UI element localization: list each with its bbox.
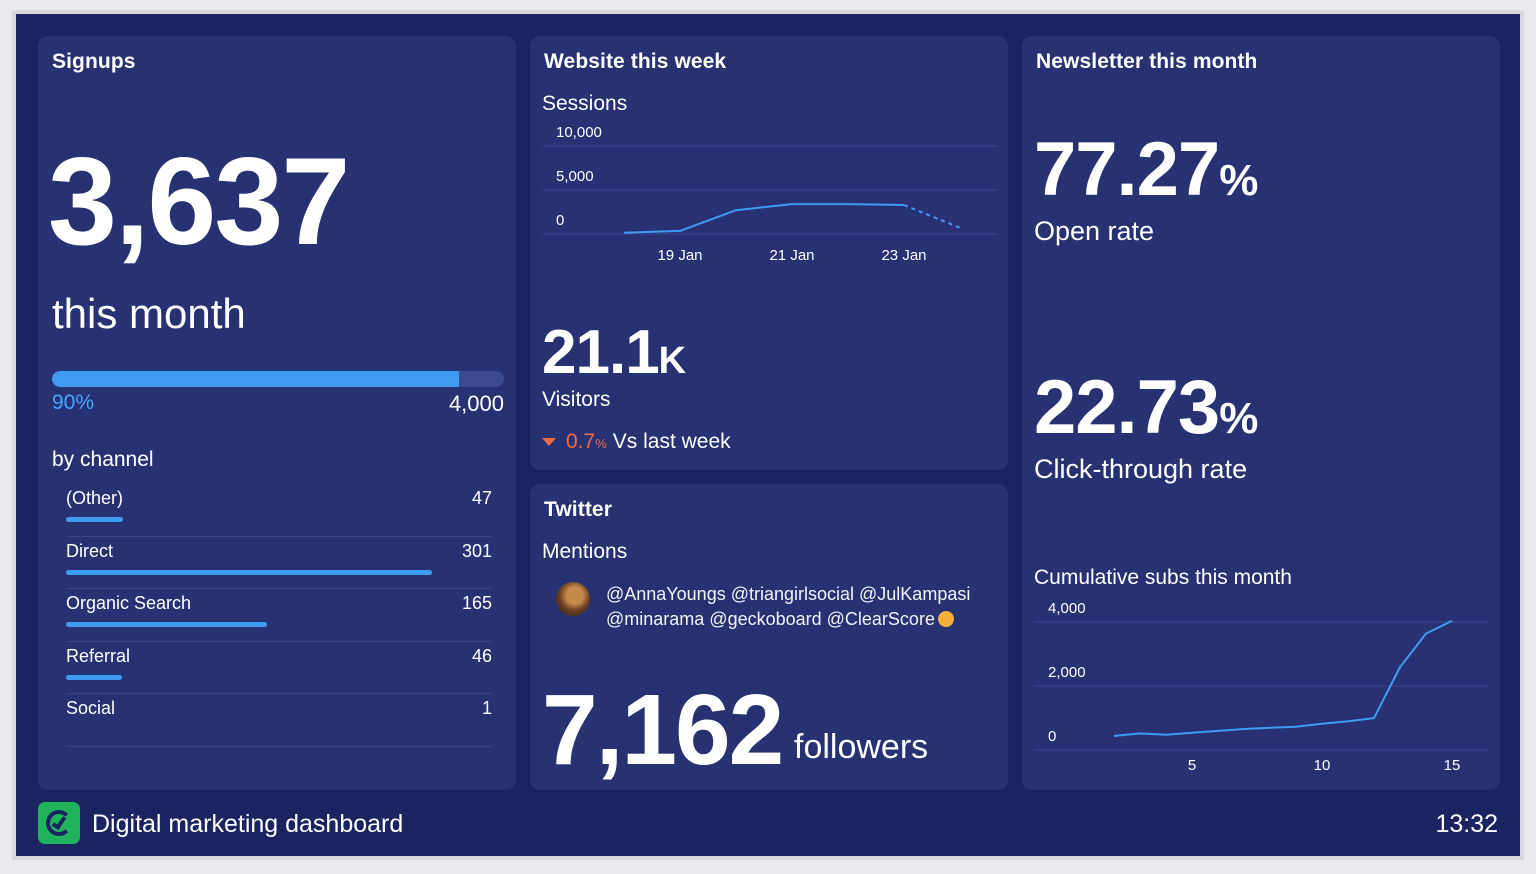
mentions-line-1: @AnnaYoungs @triangirlsocial @JulKampasi xyxy=(606,584,971,604)
open-rate-unit: % xyxy=(1219,156,1258,205)
signups-goal-fill xyxy=(52,371,459,387)
x-tick-label: 10 xyxy=(1314,757,1331,774)
mentions-text: @AnnaYoungs @triangirlsocial @JulKampasi… xyxy=(606,582,996,632)
mentions-line-2-text: @minarama @geckoboard @ClearScore xyxy=(606,609,935,629)
geckoboard-logo-icon xyxy=(38,802,80,844)
subs-chart-label: Cumulative subs this month xyxy=(1034,566,1292,589)
signups-period: this month xyxy=(52,290,246,337)
y-tick-label: 0 xyxy=(1048,728,1056,745)
x-tick-label: 5 xyxy=(1188,757,1196,774)
open-rate-value: 77.27% xyxy=(1034,132,1258,208)
channel-row: (Other) 47 xyxy=(66,484,492,537)
channel-bar xyxy=(66,622,267,627)
visitors-change-value: 0.7% xyxy=(566,430,607,454)
channel-value: 47 xyxy=(471,488,492,508)
ctr-unit: % xyxy=(1219,394,1258,443)
visitors-change-unit: % xyxy=(595,436,607,451)
smiling-face-emoji-icon xyxy=(937,611,954,627)
by-channel-label: by channel xyxy=(52,448,154,471)
ctr-label: Click-through rate xyxy=(1034,454,1248,484)
triangle-down-icon xyxy=(542,438,556,446)
visitors-value: 21.1K xyxy=(542,322,686,384)
logo-swirl xyxy=(46,810,72,836)
sessions-chart: 10,000 5,000 0 19 Jan 21 Jan 23 Jan xyxy=(542,124,996,264)
channel-row: Organic Search 165 xyxy=(66,589,492,642)
sessions-label: Sessions xyxy=(542,92,628,115)
open-rate-number: 77.27 xyxy=(1034,127,1220,212)
subs-chart: 4,000 2,000 0 5 10 15 xyxy=(1034,600,1488,774)
series-line xyxy=(1113,619,1453,737)
y-tick-label: 2,000 xyxy=(1048,664,1086,681)
x-tick-label: 15 xyxy=(1444,757,1461,774)
visitors-change-label: Vs last week xyxy=(612,430,731,453)
avatar xyxy=(556,582,590,616)
signups-goal-percent: 90% xyxy=(52,391,95,414)
channel-label: Social xyxy=(66,698,116,718)
channel-label: (Other) xyxy=(66,488,124,508)
channel-row: Social 1 xyxy=(66,694,492,747)
dashboard-title: Digital marketing dashboard xyxy=(92,810,404,838)
channel-row: Direct 301 xyxy=(66,537,492,589)
open-rate-label: Open rate xyxy=(1034,216,1155,246)
signups-value: 3,637 xyxy=(48,133,350,271)
signups-goal-target: 4,000 xyxy=(448,391,504,416)
channel-value: 46 xyxy=(471,645,492,666)
dashboard-screen: Signups 3,637 this month 90% 4,000 by ch… xyxy=(12,10,1524,860)
series-line-forecast xyxy=(903,204,961,229)
channel-list: (Other) 47 Direct 301 Organic Search 165 Refer… xyxy=(66,484,492,747)
newsletter-panel: Newsletter this month 77.27% Open rate 2… xyxy=(1022,36,1500,790)
channel-value: 165 xyxy=(461,593,492,613)
visitors-number: 21.1 xyxy=(542,318,660,387)
y-tick-label: 5,000 xyxy=(556,168,594,185)
y-tick-label: 4,000 xyxy=(1048,600,1086,617)
signups-title: Signups xyxy=(52,50,136,73)
visitors-change: 0.7% Vs last week xyxy=(542,430,731,454)
twitter-title: Twitter xyxy=(544,498,612,521)
y-tick-label: 0 xyxy=(556,212,564,229)
followers-label: followers xyxy=(794,728,929,766)
twitter-panel: Twitter Mentions @AnnaYoungs @triangirls… xyxy=(530,484,1008,790)
clock: 13:32 xyxy=(1435,810,1498,838)
signups-goal-bar xyxy=(52,371,504,387)
channel-bar xyxy=(66,674,122,680)
channel-bar xyxy=(66,517,124,522)
y-tick-label: 10,000 xyxy=(556,124,602,141)
x-tick-label: 21 Jan xyxy=(769,247,814,264)
channel-value: 1 xyxy=(481,698,492,718)
channel-label: Direct xyxy=(66,540,114,561)
visitors-label: Visitors xyxy=(542,388,611,411)
website-title: Website this week xyxy=(544,50,727,73)
channel-value: 301 xyxy=(461,540,492,561)
mentions-label: Mentions xyxy=(542,540,628,563)
channel-label: Organic Search xyxy=(66,593,192,613)
visitors-unit: K xyxy=(658,340,686,382)
series-line xyxy=(623,203,905,234)
x-tick-label: 23 Jan xyxy=(881,247,926,264)
ctr-value: 22.73% xyxy=(1034,370,1258,446)
website-panel: Website this week Sessions 10,000 5,000 0 1… xyxy=(530,36,1008,470)
followers-value: 7,162 xyxy=(542,674,784,786)
ctr-number: 22.73 xyxy=(1034,365,1220,450)
channel-row: Referral 46 xyxy=(66,642,492,694)
channel-bar xyxy=(66,569,433,575)
x-tick-label: 19 Jan xyxy=(657,247,702,264)
channel-label: Referral xyxy=(66,645,131,666)
mentions-line-2: @minarama @geckoboard @ClearScore xyxy=(606,607,996,632)
newsletter-title: Newsletter this month xyxy=(1036,50,1258,73)
visitors-change-number: 0.7 xyxy=(566,430,596,453)
signups-panel: Signups 3,637 this month 90% 4,000 by ch… xyxy=(38,36,516,790)
